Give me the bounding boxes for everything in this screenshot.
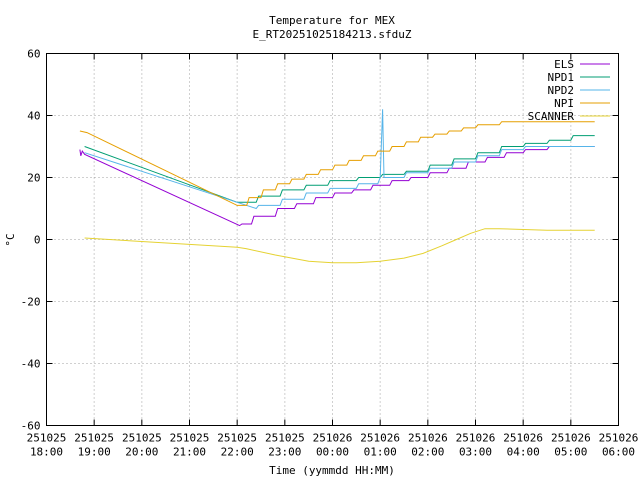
- x-tick-date: 251026: [360, 432, 400, 445]
- x-tick-time: 06:00: [602, 446, 635, 459]
- series-line-npi: [79, 121, 595, 206]
- chart-title: Temperature for MEX: [269, 14, 395, 27]
- x-tick-date: 251025: [122, 432, 162, 445]
- x-tick-time: 05:00: [554, 446, 587, 459]
- legend-label-npi: NPI: [554, 97, 574, 110]
- y-tick-label: -40: [21, 358, 41, 371]
- x-tick-time: 21:00: [173, 446, 206, 459]
- y-axis-label: °C: [4, 233, 17, 246]
- legend-label-npd2: NPD2: [548, 84, 575, 97]
- x-tick-date: 251026: [551, 432, 591, 445]
- x-tick-date: 251026: [313, 432, 353, 445]
- series-line-scanner: [84, 228, 595, 264]
- x-tick-date: 251026: [456, 432, 496, 445]
- x-tick-time: 02:00: [411, 446, 444, 459]
- series-line-npd1: [84, 135, 595, 203]
- x-tick-time: 18:00: [30, 446, 63, 459]
- tick-labels: -60-40-20020406025102518:0025102519:0025…: [21, 48, 639, 459]
- y-tick-label: 0: [34, 234, 41, 247]
- x-tick-time: 01:00: [364, 446, 397, 459]
- chart-subtitle: E_RT20251025184213.sfduZ: [253, 28, 412, 41]
- x-tick-date: 251026: [599, 432, 639, 445]
- x-tick-date: 251026: [503, 432, 543, 445]
- x-tick-time: 00:00: [316, 446, 349, 459]
- plot-frame: [46, 53, 619, 426]
- x-tick-date: 251025: [170, 432, 210, 445]
- x-tick-time: 23:00: [268, 446, 301, 459]
- x-tick-date: 251025: [27, 432, 67, 445]
- legend-label-npd1: NPD1: [548, 71, 575, 84]
- x-axis-label: Time (yymmdd HH:MM): [269, 464, 395, 477]
- x-tick-time: 04:00: [507, 446, 540, 459]
- y-tick-label: 40: [27, 110, 40, 123]
- x-tick-time: 19:00: [78, 446, 111, 459]
- y-tick-label: -60: [21, 420, 41, 433]
- x-tick-date: 251025: [74, 432, 114, 445]
- x-tick-time: 20:00: [125, 446, 158, 459]
- legend-label-scanner: SCANNER: [528, 110, 575, 123]
- y-tick-label: 20: [27, 172, 40, 185]
- series-line-els: [79, 146, 595, 227]
- grid: [46, 53, 619, 426]
- x-tick-time: 03:00: [459, 446, 492, 459]
- legend-label-els: ELS: [554, 58, 574, 71]
- series-layer: [79, 109, 595, 264]
- y-tick-label: -20: [21, 296, 41, 309]
- x-tick-date: 251025: [217, 432, 257, 445]
- x-tick-time: 22:00: [221, 446, 254, 459]
- x-tick-date: 251026: [408, 432, 448, 445]
- y-tick-label: 60: [27, 48, 40, 61]
- x-tick-date: 251025: [265, 432, 305, 445]
- series-line-npd2: [84, 109, 595, 210]
